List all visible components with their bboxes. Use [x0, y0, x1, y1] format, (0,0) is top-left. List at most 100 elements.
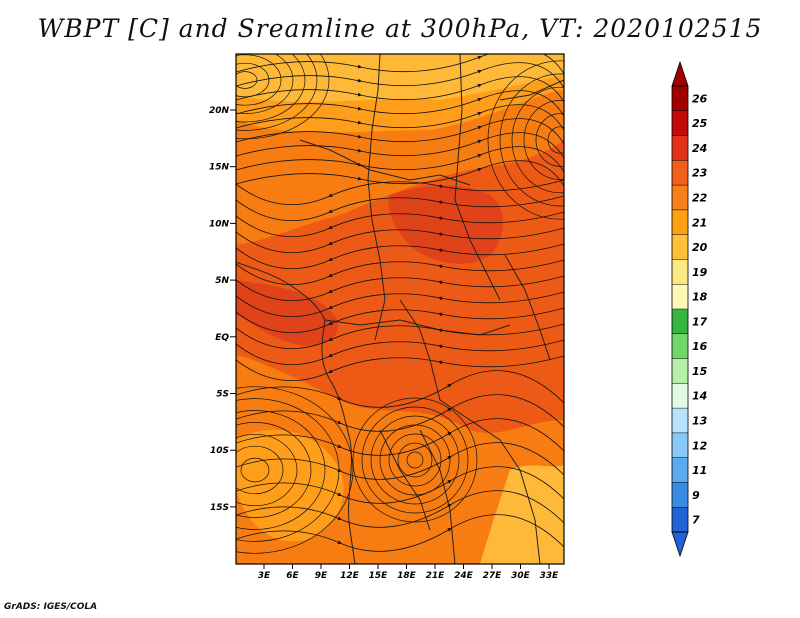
nw-anticyclone-streamline: [236, 62, 270, 98]
lon-tick-label: 12E: [340, 571, 360, 581]
streamline: [236, 442, 564, 480]
vortex-streamline: [352, 397, 478, 523]
anticyclone-streamline: [236, 422, 312, 518]
vortex-streamline: [406, 451, 424, 469]
colorbar-level-label: 25: [692, 117, 708, 130]
streamline: [236, 160, 564, 187]
colorbar-level-label: 15: [692, 365, 708, 378]
colorbar-level-label: 12: [692, 439, 708, 452]
wbpt-fill: [236, 54, 564, 564]
nw-anticyclone-streamline: [236, 54, 330, 140]
fill-t24b: [236, 280, 339, 346]
longitude-axis: 3E 6E 9E 12E 15E 18E 21E 24E 27E 30E 33E: [258, 564, 559, 581]
colorbar-swatch: [672, 432, 688, 458]
lon-tick-label: 33E: [540, 571, 560, 581]
ne-streamline: [511, 86, 564, 194]
lon-tick-label: 3E: [258, 571, 271, 581]
colorbar-swatch: [672, 358, 688, 384]
anticyclone-streamline: [236, 410, 326, 530]
colorbar-bottom-arrow: [671, 531, 689, 558]
lat-tick-label: 15S: [210, 503, 229, 513]
ne-streamline: [535, 113, 564, 167]
colorbar-swatch: [672, 209, 688, 235]
colorbar: 26 25 24 23 22 21 20 19 18 17 16 15 14 13 12 11 9 7: [671, 60, 708, 558]
lon-tick-label: 18E: [397, 571, 417, 581]
colorbar-level-label: 13: [692, 415, 708, 428]
colorbar-swatch: [672, 333, 688, 359]
vortex-streamline: [370, 415, 460, 505]
colorbar-swatch: [672, 160, 688, 186]
streamline: [236, 418, 564, 456]
lat-tick-label: 20N: [209, 106, 230, 116]
colorbar-swatch: [672, 259, 688, 285]
nw-anticyclone-streamline: [236, 54, 282, 106]
streamline: [236, 243, 564, 269]
vortex-streamline: [361, 406, 469, 514]
lon-tick-label: 30E: [511, 571, 531, 581]
lat-tick-label: 15N: [209, 163, 230, 173]
lon-tick-label: 21E: [426, 571, 446, 581]
colorbar-level-label: 23: [692, 167, 708, 180]
colorbar-swatch: [672, 234, 688, 260]
colorbar-swatch: [672, 86, 688, 112]
colorbar-level-label: 21: [692, 216, 707, 229]
streamline: [236, 466, 564, 504]
colorbar-swatch: [672, 284, 688, 310]
vortex-streamline: [388, 433, 442, 487]
lat-tick-label: 10N: [209, 219, 230, 229]
streamline: [236, 211, 564, 237]
lat-tick-label: 5N: [215, 276, 229, 286]
fill-t20-se: [480, 465, 564, 564]
colorbar-level-label: 22: [692, 192, 708, 205]
streamline: [236, 195, 564, 221]
colorbar-swatch: [672, 383, 688, 409]
colorbar-swatch: [672, 110, 688, 136]
streamline: [236, 307, 564, 333]
vortex-streamline: [379, 424, 451, 496]
colorbar-level-label: 9: [692, 489, 700, 502]
anticyclone-streamline: [240, 457, 270, 483]
lon-tick-label: 24E: [454, 571, 474, 581]
colorbar-swatch: [672, 135, 688, 161]
ne-streamline: [499, 73, 564, 207]
colorbar-top-arrow: [671, 60, 689, 87]
colorbar-level-label: 20: [692, 241, 708, 254]
colorbar-level-label: 19: [692, 266, 708, 279]
streamlines: [236, 54, 564, 554]
nw-anticyclone-streamline: [236, 54, 294, 114]
colorbar-swatch: [672, 185, 688, 211]
streamline: [236, 339, 564, 365]
nw-anticyclone-streamline: [236, 71, 258, 89]
streamline: [236, 227, 564, 253]
ne-streamline: [547, 126, 564, 154]
lon-tick-label: 6E: [286, 571, 299, 581]
streamline: [236, 323, 564, 349]
map-frame: [235, 53, 565, 565]
anticyclone-streamline: [236, 398, 340, 542]
lon-tick-label: 9E: [315, 571, 328, 581]
streamline: [236, 514, 564, 552]
colorbar-level-label: 17: [692, 315, 708, 328]
colorbar-level-label: 16: [692, 340, 708, 353]
anticyclone-streamline: [236, 445, 284, 495]
colorbar-level-label: 14: [692, 390, 707, 403]
lat-tick-label: EQ: [215, 333, 229, 343]
colorbar-level-label: 18: [692, 291, 708, 304]
anticyclone-streamline: [236, 386, 354, 554]
footer-credit: GrADS: IGES/COLA: [4, 602, 98, 612]
colorbar-swatch: [672, 457, 688, 483]
nw-anticyclone-streamline: [236, 54, 306, 123]
lat-tick-label: 10S: [210, 446, 229, 456]
chart-title: WBPT [C] and Sreamline at 300hPa, VT: 20…: [37, 14, 763, 43]
streamline: [236, 259, 564, 285]
vortex-streamline: [397, 442, 433, 478]
streamline: [236, 355, 564, 381]
streamline: [236, 291, 564, 317]
colorbar-level-label: 24: [692, 142, 707, 155]
ne-streamline: [523, 100, 564, 180]
colorbar-level-label: 7: [692, 514, 700, 527]
streamline: [236, 370, 564, 408]
nw-anticyclone-streamline: [236, 54, 318, 131]
fill-t21-lake: [236, 430, 344, 542]
